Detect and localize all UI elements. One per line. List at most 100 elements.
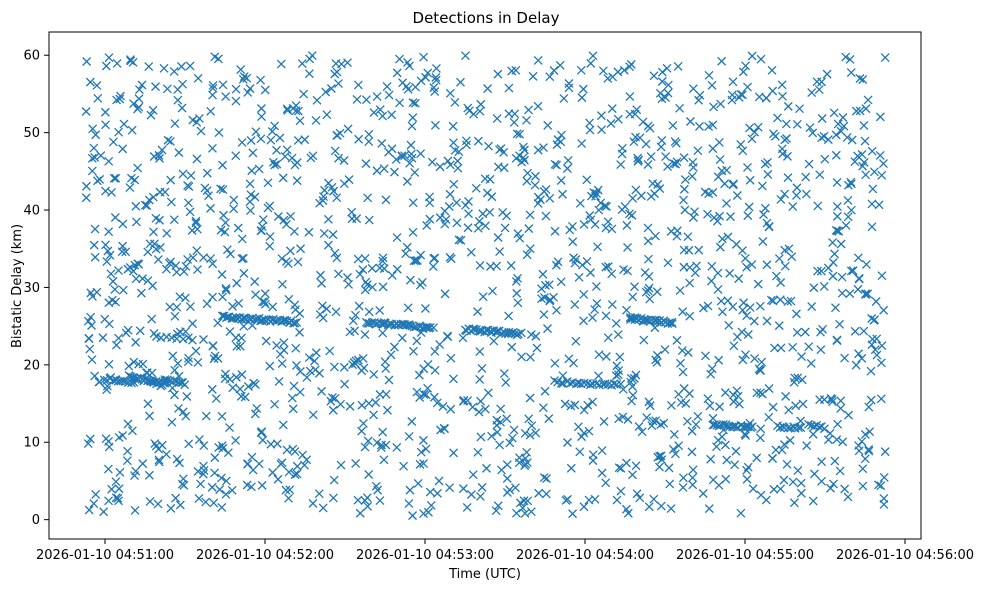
- detection-marker: [816, 345, 826, 355]
- detection-marker: [621, 504, 631, 514]
- detection-marker: [453, 156, 463, 166]
- detection-marker: [295, 367, 305, 376]
- detection-marker: [187, 225, 197, 235]
- detection-marker: [138, 274, 148, 284]
- detection-marker: [104, 359, 114, 369]
- detection-marker: [477, 363, 487, 373]
- detection-marker: [276, 59, 286, 69]
- detection-marker: [525, 352, 535, 362]
- detection-marker: [594, 371, 603, 381]
- detection-marker: [180, 380, 190, 390]
- detection-marker: [277, 359, 287, 369]
- detection-marker: [91, 489, 101, 499]
- detection-marker: [860, 136, 870, 146]
- detection-marker: [516, 328, 526, 338]
- detection-marker: [134, 259, 144, 269]
- detection-marker: [246, 136, 256, 145]
- detection-marker: [88, 124, 98, 134]
- detection-marker: [848, 266, 858, 276]
- detection-marker: [876, 394, 886, 404]
- detection-marker: [611, 318, 621, 328]
- detection-marker: [410, 98, 420, 108]
- detection-marker: [296, 244, 306, 254]
- detection-marker: [443, 156, 453, 166]
- detection-marker: [119, 119, 129, 129]
- detection-marker: [462, 140, 471, 150]
- detection-marker: [186, 171, 196, 181]
- detection-marker: [281, 257, 291, 267]
- detection-marker: [408, 113, 418, 123]
- detection-marker: [250, 277, 260, 287]
- detection-marker: [643, 254, 653, 264]
- detection-marker: [415, 393, 425, 402]
- detection-marker: [630, 282, 639, 292]
- detection-marker: [603, 217, 613, 227]
- detection-marker: [742, 465, 752, 475]
- detection-marker: [522, 250, 532, 260]
- detection-marker: [703, 301, 713, 311]
- detection-marker: [102, 385, 112, 395]
- detection-marker: [781, 119, 791, 129]
- detection-marker: [563, 438, 572, 447]
- detection-marker: [247, 452, 257, 462]
- detection-marker: [500, 223, 510, 233]
- detection-marker: [539, 473, 549, 483]
- detection-marker: [601, 352, 611, 361]
- detection-marker: [614, 366, 624, 376]
- detection-marker: [229, 195, 239, 205]
- detection-marker: [367, 263, 377, 273]
- detection-marker: [196, 126, 206, 136]
- detection-marker: [570, 300, 580, 310]
- detection-marker: [527, 421, 537, 431]
- x-tick-label: 2026-01-10 04:52:00: [196, 548, 334, 563]
- detection-marker: [375, 105, 385, 115]
- detection-marker: [334, 153, 344, 163]
- detection-marker: [485, 207, 495, 217]
- detection-marker: [458, 484, 468, 494]
- detection-marker: [698, 303, 708, 313]
- detection-marker: [99, 507, 109, 517]
- detection-marker: [753, 279, 763, 289]
- detection-marker: [256, 226, 266, 236]
- detection-marker: [101, 61, 111, 71]
- detection-markers: [81, 51, 890, 521]
- detection-marker: [259, 297, 269, 307]
- detection-marker: [715, 402, 725, 412]
- detection-marker: [823, 435, 833, 445]
- detection-marker: [217, 270, 227, 279]
- detection-marker: [625, 92, 635, 102]
- detection-marker: [94, 377, 104, 387]
- detection-marker: [293, 135, 303, 145]
- detection-marker: [304, 353, 314, 363]
- detection-marker: [445, 88, 455, 98]
- detection-marker: [175, 458, 184, 468]
- detection-marker: [543, 324, 552, 334]
- detection-marker: [243, 459, 253, 469]
- detection-marker: [734, 399, 744, 409]
- detection-marker: [796, 488, 806, 498]
- detection-marker: [717, 234, 727, 244]
- detection-marker: [603, 73, 613, 83]
- detection-marker: [248, 148, 258, 158]
- detection-marker: [369, 369, 379, 379]
- detection-marker: [571, 255, 581, 264]
- detection-marker: [522, 447, 532, 457]
- detection-marker: [560, 399, 570, 409]
- detection-marker: [353, 254, 363, 264]
- detection-marker: [392, 233, 402, 243]
- detection-marker: [633, 153, 643, 163]
- detection-marker: [353, 495, 363, 505]
- detection-marker: [178, 169, 188, 179]
- y-axis-label: Bistatic Delay (km): [10, 224, 25, 348]
- detection-marker: [741, 350, 750, 360]
- detection-marker: [174, 403, 183, 413]
- detection-marker: [847, 135, 857, 145]
- detection-marker: [270, 121, 280, 131]
- detection-marker: [208, 83, 218, 93]
- detection-marker: [558, 189, 568, 199]
- detection-marker: [448, 121, 458, 131]
- detection-marker: [816, 327, 825, 337]
- detection-marker: [111, 477, 121, 487]
- detection-marker: [678, 307, 688, 317]
- detection-marker: [199, 335, 208, 344]
